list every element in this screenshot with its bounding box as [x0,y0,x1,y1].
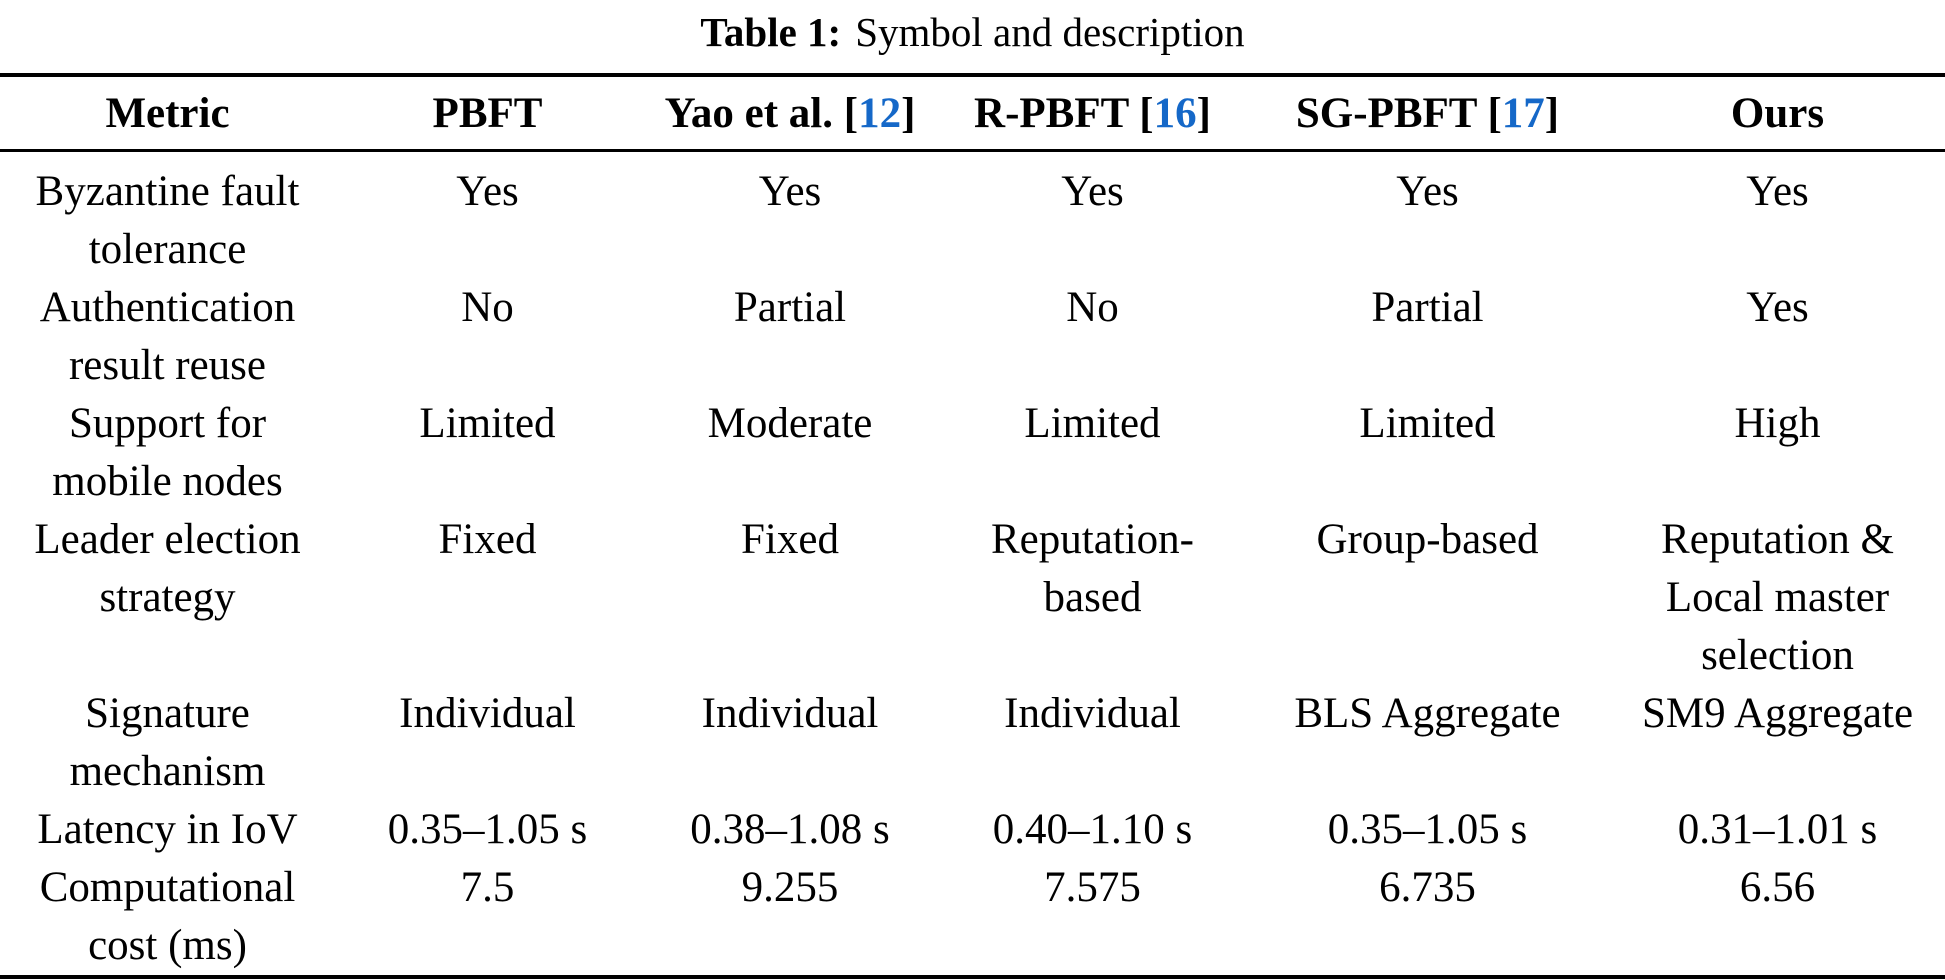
value-cell: 6.56 [1739,864,1816,911]
value-cell: Yes [456,168,519,215]
column-header-label: Ours [1730,89,1825,137]
value-cell: 7.575 [1044,864,1141,911]
table-caption-text: Symbol and description [855,9,1245,55]
value-cell: 0.38–1.08 s [690,806,890,853]
value-cell: Individual [399,690,576,737]
value-cell: Fixed [438,516,537,563]
value-cell: Yes [1396,168,1459,215]
value-cell: Group-based [1316,516,1539,563]
value-cell: Individual [701,690,879,737]
value-cell: 6.735 [1379,864,1476,911]
value-cell: High [1734,400,1821,447]
value-cell: Partial [733,284,847,331]
value-cell: Partial [1371,284,1484,331]
table-caption: Table 1: Symbol and description [0,0,1945,73]
table-row-latency-in-iov: Latency in IoV 0.35–1.05 s 0.38–1.08 s 0.40… [0,801,1945,859]
value-cell: Yes [1746,168,1809,215]
value-cell: No [461,284,514,331]
table-row-byzantine-fault-tolerance: Byzantine fault tolerance Yes Yes Yes Yes Yes [0,151,1945,280]
value-cell: Yes [1061,168,1124,215]
comparison-table: Metric PBFT Yao et al. [12] R-PBFT [16] SG-P… [0,73,1945,979]
citation-link[interactable]: 17 [1501,89,1545,137]
citation-link[interactable]: 12 [858,89,902,137]
value-cell: 9.255 [741,864,839,911]
value-cell: Reputation-based [990,516,1194,621]
table-row-leader-election-strategy: Leader election strategy Fixed Fixed Reputa… [0,511,1945,685]
column-header-pbft: PBFT [335,75,640,152]
column-header-yao-et-al: Yao et al. [12] [640,75,940,152]
table-row-authentication-result-reuse: Authentication result reuse No Partial No Pa… [0,279,1945,395]
value-cell: Limited [1024,400,1161,447]
table-caption-label: Table 1: [700,9,842,55]
column-header-ours: Ours [1610,75,1945,152]
metric-cell: Leader election strategy [34,516,301,621]
column-header-label: Yao et al. [664,89,833,137]
column-header-label: PBFT [432,89,543,137]
value-cell: Reputation & Local master selection [1661,516,1894,679]
table-row-computational-cost-ms: Computational cost (ms) 7.5 9.255 7.575 6.73… [0,859,1945,977]
column-header-label: R-PBFT [974,89,1129,137]
metric-cell: Support for mobile nodes [52,400,283,505]
metric-cell: Byzantine fault tolerance [35,168,300,273]
table-row-support-for-mobile-nodes: Support for mobile nodes Limited Moderate L… [0,395,1945,511]
value-cell: Moderate [707,400,873,447]
column-header-label: Metric [105,89,230,137]
column-header-metric: Metric [0,75,335,152]
metric-cell: Computational cost (ms) [39,864,296,969]
metric-cell: Latency in IoV [37,806,298,853]
value-cell: Limited [1359,400,1496,447]
value-cell: Limited [419,400,556,447]
citation-link[interactable]: 16 [1153,89,1197,137]
value-cell: Yes [758,168,822,215]
value-cell: Fixed [741,516,839,563]
value-cell: 0.35–1.05 s [1327,806,1528,853]
column-header-r-pbft: R-PBFT [16] [940,75,1245,152]
value-cell: No [1066,284,1119,331]
column-header-label: SG-PBFT [1295,89,1477,137]
table-header: Metric PBFT Yao et al. [12] R-PBFT [16] SG-P… [0,75,1945,152]
column-header-sg-pbft: SG-PBFT [17] [1245,75,1610,152]
table-body: Byzantine fault tolerance Yes Yes Yes Yes Yes… [0,151,1945,978]
value-cell: SM9 Aggregate [1641,690,1914,737]
value-cell: 0.31–1.01 s [1677,806,1878,853]
value-cell: BLS Aggregate [1294,690,1561,737]
value-cell: Individual [1004,690,1181,737]
metric-cell: Authentication result reuse [39,284,296,389]
value-cell: 0.40–1.10 s [992,806,1193,853]
value-cell: 7.5 [460,864,515,911]
table-row-signature-mechanism: Signature mechanism Individual Individual I… [0,685,1945,801]
metric-cell: Signature mechanism [69,690,266,795]
value-cell: 0.35–1.05 s [387,806,588,853]
value-cell: Yes [1746,284,1809,331]
header-row: Metric PBFT Yao et al. [12] R-PBFT [16] SG-P… [0,75,1945,152]
